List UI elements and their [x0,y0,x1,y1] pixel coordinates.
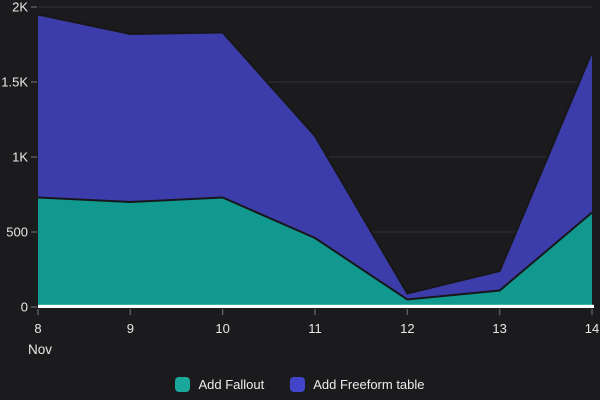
x-tick-label-9: 9 [127,321,134,336]
legend-item-add-freeform-table[interactable]: Add Freeform table [290,376,425,392]
x-axis-month-label: Nov [28,342,52,357]
x-axis-line [38,304,594,308]
x-tick-label-12: 12 [400,321,414,336]
legend-label-add-fallout: Add Fallout [198,376,265,392]
chart-legend: Add Fallout Add Freeform table [0,370,600,398]
x-tick-label-11: 11 [308,321,322,336]
x-tick-label-10: 10 [215,321,229,336]
legend-item-add-fallout[interactable]: Add Fallout [175,376,265,392]
legend-swatch-add-freeform-table [290,376,306,392]
y-tick-label-1K: 1K [12,150,28,165]
y-tick-label-500: 500 [6,225,28,240]
edge-series-add-fallout [37,196,593,301]
x-tick-label-8: 8 [34,321,41,336]
x-tick-label-14: 14 [585,321,599,336]
y-tick-label-2K: 2K [12,0,28,15]
legend-label-add-freeform-table: Add Freeform table [313,376,425,392]
chart-canvas: 0 500 1K 1.5K 2K 8 9 10 11 12 13 14 Nov [1,0,599,357]
legend-swatch-add-fallout [175,376,191,392]
x-tick-label-13: 13 [492,321,506,336]
y-tick-label-1.5K: 1.5K [1,75,28,90]
area-series-add-fallout[interactable] [38,197,592,308]
edge-series-add-freeform-table [37,13,593,295]
y-tick-label-0: 0 [21,300,28,315]
